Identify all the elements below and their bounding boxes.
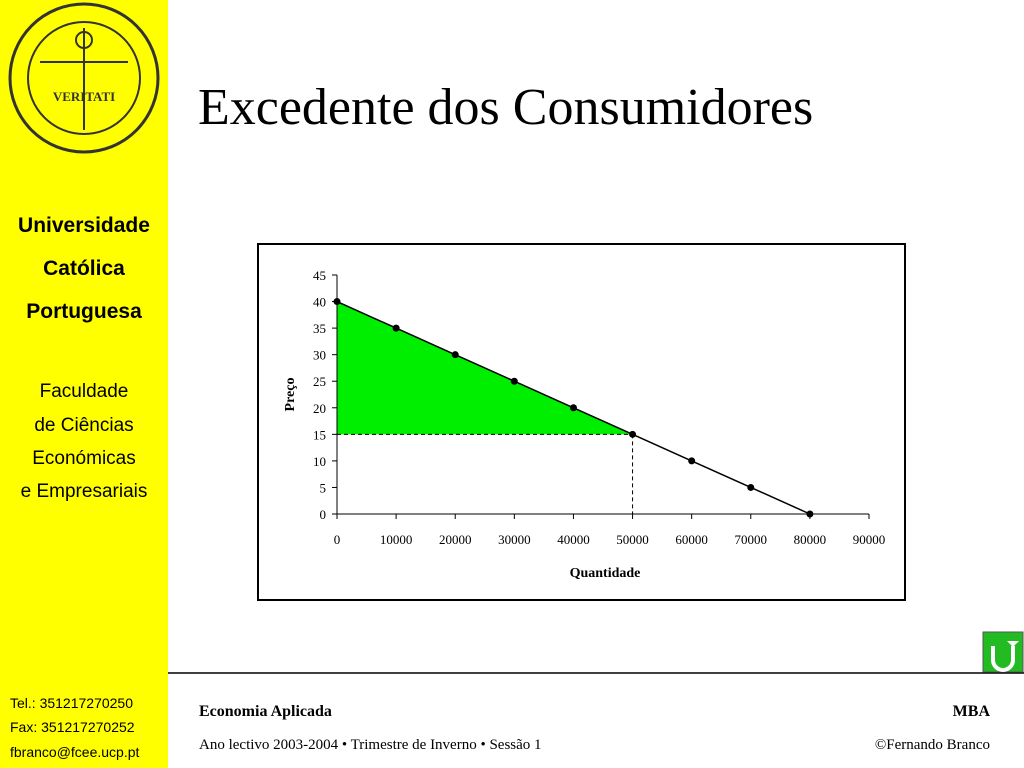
- chart: 0 5 10 15 20 25 30 35 40 45 0 10000 20000 30000 40000 5…: [283, 268, 885, 581]
- footer-author: ©Fernando Branco: [875, 737, 990, 753]
- footer-course: Economia Aplicada: [199, 703, 332, 720]
- x-axis-label: Quantidade: [570, 566, 641, 581]
- y-tick-label: 40: [313, 295, 326, 310]
- data-point: [392, 324, 400, 332]
- y-tick-label: 10: [313, 454, 326, 469]
- university-line: Católica: [43, 257, 125, 280]
- slide-title: Excedente dos Consumidores: [198, 79, 813, 136]
- faculty-line: de Ciências: [34, 415, 133, 436]
- y-tick-label: 5: [320, 480, 327, 495]
- data-point: [333, 298, 341, 306]
- x-tick-label: 30000: [498, 532, 531, 547]
- data-point: [510, 377, 518, 385]
- data-point: [747, 483, 755, 491]
- contact: Tel.: 351217270250: [10, 695, 133, 711]
- x-tick-label: 90000: [853, 532, 886, 547]
- x-tick-label: 60000: [675, 532, 708, 547]
- return-arrow[interactable]: [1007, 641, 1019, 647]
- logo-motto: VERITATI: [53, 89, 115, 104]
- y-tick-label: 20: [313, 401, 326, 416]
- faculty-line: Económicas: [32, 448, 136, 469]
- data-point: [629, 430, 637, 438]
- x-tick-label: 80000: [794, 532, 827, 547]
- faculty-line: e Empresariais: [21, 481, 148, 502]
- contact: Fax: 351217270252: [10, 719, 135, 735]
- x-tick-label: 50000: [616, 532, 649, 547]
- data-point: [806, 510, 814, 518]
- university-line: Universidade: [18, 214, 150, 237]
- x-tick-label: 20000: [439, 532, 472, 547]
- x-tick-label: 0: [334, 532, 341, 547]
- x-tick-label: 70000: [735, 532, 768, 547]
- faculty-line: Faculdade: [40, 381, 129, 402]
- y-tick-label: 45: [313, 268, 326, 283]
- y-tick-label: 15: [313, 427, 326, 442]
- contact: fbranco@fcee.ucp.pt: [10, 744, 140, 760]
- x-tick-label: 10000: [380, 532, 413, 547]
- footer-program: MBA: [953, 703, 991, 720]
- return-icon[interactable]: [991, 646, 1015, 672]
- return-button[interactable]: [982, 631, 1024, 673]
- data-point: [569, 404, 577, 412]
- data-point: [451, 351, 459, 359]
- y-tick-label: 35: [313, 321, 326, 336]
- x-tick-label: 40000: [557, 532, 590, 547]
- y-tick-label: 30: [313, 348, 326, 363]
- y-axis-label: Preço: [283, 378, 298, 412]
- footer-session: Ano lectivo 2003-2004 • Trimestre de Inv…: [199, 737, 542, 753]
- data-point: [688, 457, 696, 465]
- y-tick-label: 0: [320, 507, 327, 522]
- y-tick-label: 25: [313, 374, 326, 389]
- university-line: Portuguesa: [26, 300, 142, 323]
- return-button-bg[interactable]: [982, 631, 1024, 673]
- logo: [8, 2, 160, 154]
